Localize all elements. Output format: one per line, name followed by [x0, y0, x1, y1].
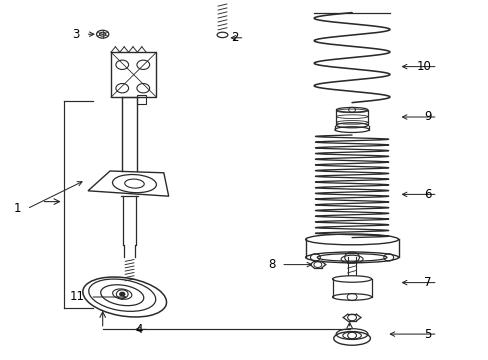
Text: 3: 3 — [72, 28, 80, 41]
Text: 7: 7 — [424, 276, 431, 289]
Text: 10: 10 — [416, 60, 431, 73]
Circle shape — [120, 292, 124, 296]
Text: 2: 2 — [231, 31, 238, 44]
Text: 11: 11 — [69, 291, 84, 303]
Text: 6: 6 — [424, 188, 431, 201]
Text: 1: 1 — [14, 202, 21, 215]
Bar — [137, 95, 146, 104]
Text: 4: 4 — [136, 323, 143, 336]
Text: 5: 5 — [424, 328, 431, 341]
Bar — [111, 52, 156, 97]
Text: 8: 8 — [267, 258, 275, 271]
Text: 9: 9 — [424, 111, 431, 123]
